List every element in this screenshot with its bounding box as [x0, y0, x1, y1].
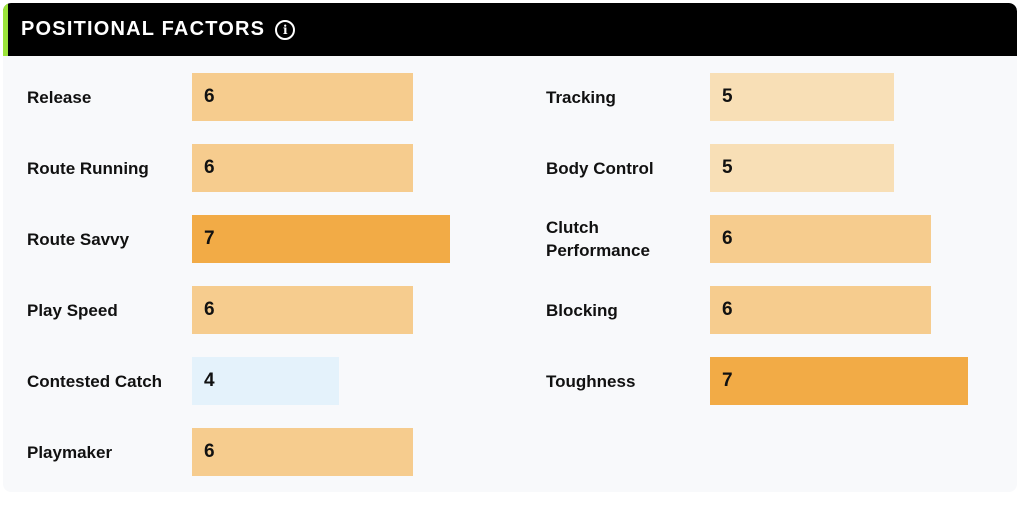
factor-score-bar: 7 [710, 357, 968, 405]
factor-score-bar: 6 [192, 144, 413, 192]
factor-label: Playmaker [27, 442, 113, 462]
factor-score-bar: 6 [710, 215, 931, 263]
factor-label: Blocking [546, 300, 618, 320]
positional-factors-card: POSITIONAL FACTORS i Release 6 Route Runni… [3, 3, 1017, 492]
factor-row: Blocking 6 [3, 286, 1017, 334]
factor-score-bar: 5 [710, 73, 894, 121]
info-icon[interactable]: i [275, 19, 296, 40]
factor-row: Route Savvy 7 [3, 215, 1017, 263]
factor-row: Clutch Performance 6 [3, 215, 1017, 263]
factor-label: Release [27, 87, 92, 107]
factor-row: Toughness 7 [3, 357, 1017, 405]
factor-label: Clutch Performance [546, 218, 650, 260]
factor-score-bar: 4 [192, 357, 339, 405]
card-header: POSITIONAL FACTORS i [3, 3, 1017, 56]
factor-score-bar: 6 [192, 286, 413, 334]
factor-score-bar: 6 [192, 428, 413, 476]
factor-row: Play Speed 6 [3, 286, 1017, 334]
factor-label: Contested Catch [27, 371, 163, 391]
factor-row: Contested Catch 4 [3, 357, 1017, 405]
card-title: POSITIONAL FACTORS [21, 18, 266, 40]
factor-score-bar: 6 [710, 286, 931, 334]
factor-score-bar: 5 [710, 144, 894, 192]
factor-row: Route Running 6 [3, 144, 1017, 192]
factor-row: Release 6 [3, 73, 1017, 121]
factor-row: Tracking 5 [3, 73, 1017, 121]
factor-row: Body Control 5 [3, 144, 1017, 192]
factor-row: Playmaker 6 [3, 428, 1017, 476]
factor-label: Body Control [546, 158, 654, 178]
factor-label: Route Running [27, 158, 149, 178]
factor-score-bar: 7 [192, 215, 450, 263]
factor-label: Play Speed [27, 300, 118, 320]
factor-score-bar: 6 [192, 73, 413, 121]
factor-label: Toughness [546, 371, 636, 391]
factor-label: Route Savvy [27, 229, 130, 249]
factor-label: Tracking [546, 87, 616, 107]
header-accent-stripe [3, 3, 8, 56]
